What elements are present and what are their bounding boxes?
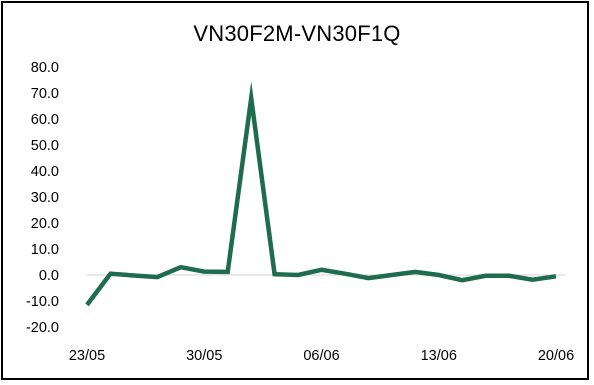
chart-title: VN30F2M-VN30F1Q [193, 21, 401, 46]
y-tick-label: 10.0 [31, 242, 59, 258]
line-chart: 80.0 70.0 60.0 50.0 40.0 30.0 20.0 10.0 0.0 -10.0… [26, 60, 574, 364]
x-tick-label: 13/06 [421, 348, 457, 364]
y-tick-label: 20.0 [31, 216, 59, 232]
series-line [85, 81, 557, 307]
y-tick-label: -10.0 [26, 294, 59, 310]
y-tick-label: 80.0 [31, 60, 59, 76]
y-tick-label: 40.0 [31, 164, 59, 180]
y-tick-label: 0.0 [39, 268, 59, 284]
x-tick-label: 06/06 [303, 348, 339, 364]
x-tick-label: 23/05 [69, 348, 105, 364]
y-tick-label: 50.0 [31, 138, 59, 154]
x-tick-label: 30/05 [186, 348, 222, 364]
y-tick-label: 70.0 [31, 86, 59, 102]
y-tick-label: -20.0 [26, 320, 59, 336]
y-tick-label: 60.0 [31, 112, 59, 128]
x-tick-label: 20/06 [538, 348, 574, 364]
y-tick-label: 30.0 [31, 190, 59, 206]
chart-frame: VN30F2M-VN30F1Q 80.0 70.0 60.0 50.0 40.0 30.0… [1, 1, 589, 380]
